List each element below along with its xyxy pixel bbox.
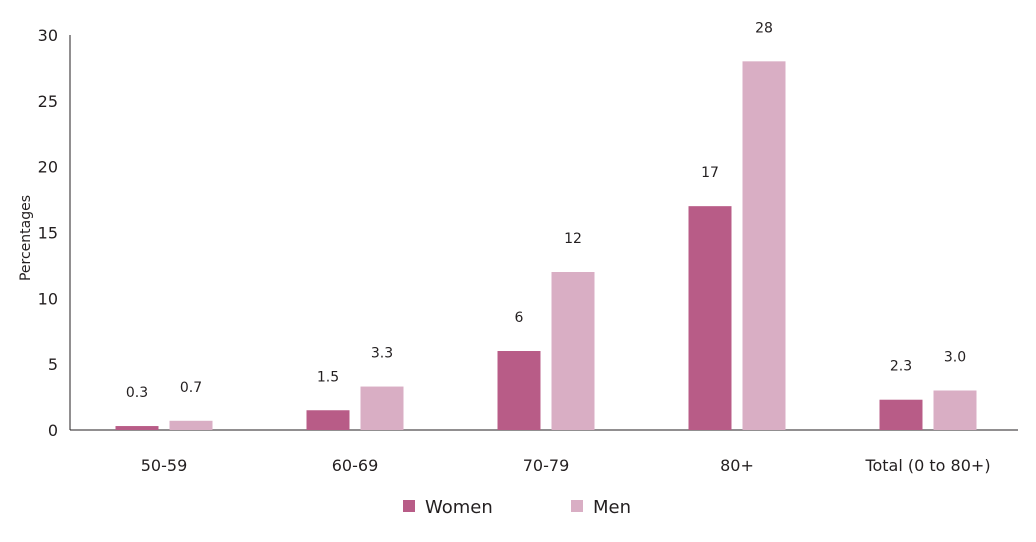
bar-men bbox=[169, 420, 213, 430]
y-tick-label: 30 bbox=[38, 26, 58, 45]
y-tick-label: 0 bbox=[48, 421, 58, 440]
bars bbox=[115, 61, 977, 430]
bar-women bbox=[497, 351, 541, 430]
y-axis-title: Percentages bbox=[18, 195, 34, 281]
category-labels: 50-59 60-69 70-79 80+ Total (0 to 80+) bbox=[141, 456, 991, 475]
y-axis: 0 5 10 15 20 25 30 bbox=[38, 26, 71, 440]
data-label-men: 28 bbox=[755, 20, 773, 36]
legend-label-women: Women bbox=[425, 497, 493, 518]
legend-label-men: Men bbox=[593, 497, 631, 518]
x-category-label: 80+ bbox=[720, 456, 754, 475]
bar-women bbox=[306, 410, 350, 430]
legend-swatch-women bbox=[403, 500, 415, 512]
bar-women bbox=[879, 399, 923, 430]
bar-women bbox=[115, 426, 159, 430]
x-category-label: 70-79 bbox=[523, 456, 570, 475]
data-label-men: 12 bbox=[564, 231, 582, 247]
data-label-women: 17 bbox=[701, 165, 719, 181]
data-label-women: 6 bbox=[515, 310, 524, 326]
x-category-label: 50-59 bbox=[141, 456, 188, 475]
x-category-label: 60-69 bbox=[332, 456, 379, 475]
x-category-label: Total (0 to 80+) bbox=[864, 456, 990, 475]
bar-men bbox=[360, 386, 404, 430]
data-label-men: 3.3 bbox=[371, 346, 393, 362]
data-label-women: 0.3 bbox=[126, 385, 148, 401]
y-tick-label: 25 bbox=[38, 92, 58, 111]
bar-men bbox=[742, 61, 786, 430]
y-tick-label: 20 bbox=[38, 158, 58, 177]
data-label-women: 2.3 bbox=[890, 359, 912, 375]
bar-women bbox=[688, 206, 732, 430]
bar-men bbox=[933, 390, 977, 430]
y-tick-label: 5 bbox=[48, 355, 58, 374]
y-tick-label: 15 bbox=[38, 224, 58, 243]
data-label-men: 3.0 bbox=[944, 350, 966, 366]
data-label-women: 1.5 bbox=[317, 369, 339, 385]
legend: Women Men bbox=[403, 497, 631, 518]
data-label-men: 0.7 bbox=[180, 380, 202, 396]
bar-labels: 0.3 0.7 1.5 3.3 6 12 17 28 2.3 3.0 bbox=[126, 20, 966, 401]
legend-swatch-men bbox=[571, 500, 583, 512]
y-tick-label: 10 bbox=[38, 289, 58, 308]
bar-men bbox=[551, 272, 595, 430]
